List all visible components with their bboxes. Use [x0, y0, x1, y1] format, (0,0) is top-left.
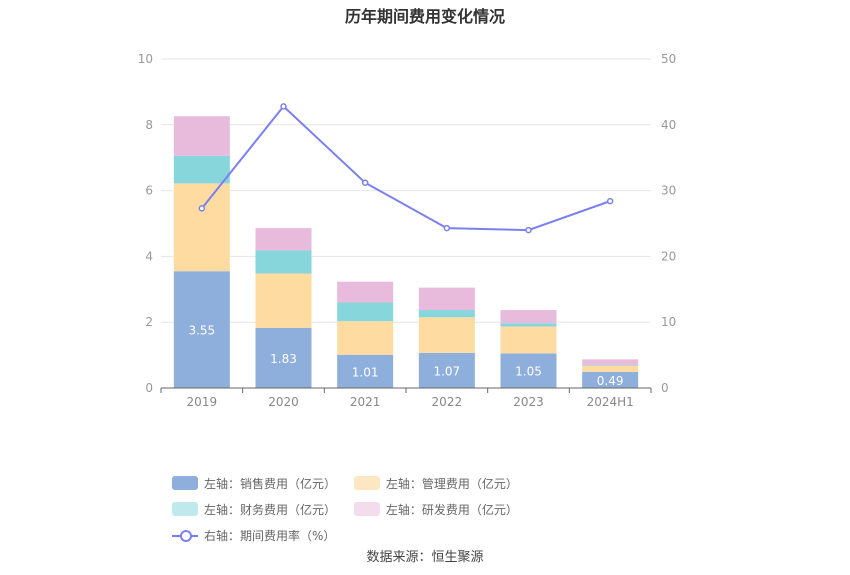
bar-segment[interactable]	[582, 364, 639, 366]
bar-segment[interactable]	[173, 271, 230, 388]
bar-data-label: 1.83	[270, 352, 297, 366]
legend-item-rd[interactable]: 左轴：研发费用（亿元）	[353, 496, 518, 522]
legend-label-sales: 左轴：销售费用（亿元）	[204, 476, 337, 491]
left-axis-tick-label: 8	[145, 118, 153, 132]
bar-segment[interactable]	[582, 371, 639, 388]
ratio-point[interactable]	[443, 224, 451, 232]
ratio-point[interactable]	[280, 103, 287, 110]
bar-data-label: 1.01	[352, 365, 379, 379]
bar-segment[interactable]	[418, 287, 475, 311]
legend-swatch-rd	[353, 502, 380, 516]
bar-segment[interactable]	[173, 183, 230, 272]
left-axis-tick-label: 6	[145, 184, 153, 198]
legend-line-marker-icon	[172, 528, 198, 542]
bar-segment[interactable]	[337, 354, 394, 388]
data-source: 数据来源：恒生聚源	[366, 550, 484, 565]
line-series	[198, 103, 614, 234]
bar-segment[interactable]	[173, 155, 230, 184]
left-axis-tick-label: 10	[138, 52, 153, 66]
bar-segment[interactable]	[173, 116, 230, 156]
bar-segment[interactable]	[500, 353, 557, 388]
bar-segment[interactable]	[337, 321, 394, 355]
legend-label-ratio: 右轴：期间费用率（%）	[204, 528, 336, 543]
x-axis: 2019 2020 2021 2022 2023 2024H1	[160, 387, 652, 409]
right-axis-tick-label: 10	[661, 315, 676, 329]
legend-label-finance: 左轴：财务费用（亿元）	[204, 502, 337, 517]
x-axis-tick-label: 2020	[268, 395, 299, 409]
legend-item-admin[interactable]: 左轴：管理费用（亿元）	[353, 470, 518, 496]
ratio-point[interactable]	[361, 179, 369, 186]
x-axis-tick-label: 2019	[187, 395, 218, 409]
legend-label-admin: 左轴：管理费用（亿元）	[385, 476, 518, 491]
chart-canvas: 0 2 4 6 8 10 0 10 20 30 40 50 2019 2020 2021 2022 2023…	[138, 52, 677, 409]
legend-item-ratio[interactable]: 右轴：期间费用率（%）	[172, 522, 335, 548]
left-axis-tick-label: 4	[145, 249, 153, 263]
bar-data-label: 1.07	[433, 364, 460, 378]
bar-segment[interactable]	[255, 327, 312, 388]
gridlines	[161, 58, 651, 323]
right-axis-ticks: 0 10 20 30 40 50	[661, 52, 676, 395]
x-axis-tick-label: 2021	[350, 395, 381, 409]
bar-segment[interactable]	[500, 323, 557, 327]
bar-segment[interactable]	[582, 365, 639, 372]
x-axis-tick-label: 2023	[513, 395, 544, 409]
right-axis-tick-label: 0	[661, 381, 669, 395]
bar-series	[173, 116, 639, 388]
legend-label-rd: 左轴：研发费用（亿元）	[385, 502, 518, 517]
left-axis-tick-label: 2	[145, 315, 153, 329]
left-axis-tick-label: 0	[145, 381, 153, 395]
bar-segment[interactable]	[255, 273, 312, 328]
legend-item-finance[interactable]: 左轴：财务费用（亿元）	[172, 496, 336, 522]
legend-swatch-admin	[353, 476, 380, 490]
bar-segment[interactable]	[255, 228, 312, 251]
x-axis-tick-label: 2022	[432, 395, 463, 409]
legend-item-sales[interactable]: 左轴：销售费用（亿元）	[172, 470, 336, 496]
bar-segment[interactable]	[418, 310, 475, 318]
bar-segment[interactable]	[500, 310, 557, 324]
chart-title: 历年期间费用变化情况	[344, 7, 505, 26]
x-axis-tick-label: 2024H1	[587, 395, 634, 409]
bar-data-label: 3.55	[188, 324, 215, 338]
left-axis-ticks: 0 2 4 6 8 10	[138, 52, 153, 395]
bar-segment[interactable]	[418, 352, 475, 388]
ratio-point[interactable]	[198, 205, 206, 212]
right-axis-tick-label: 30	[661, 184, 676, 198]
legend: 左轴：销售费用（亿元） 左轴：管理费用（亿元） 左轴：财务费用（亿元） 左轴：研…	[172, 470, 692, 548]
right-axis-tick-label: 40	[661, 118, 676, 132]
bar-segment[interactable]	[582, 359, 639, 365]
ratio-line	[201, 104, 611, 232]
ratio-point[interactable]	[606, 197, 614, 205]
bar-segment[interactable]	[255, 250, 312, 274]
bar-segment[interactable]	[500, 326, 557, 354]
right-axis-tick-label: 50	[661, 52, 676, 66]
bar-segment[interactable]	[418, 317, 475, 353]
right-axis-tick-label: 20	[661, 249, 676, 263]
legend-swatch-finance	[172, 502, 198, 516]
bar-data-label: 1.05	[515, 365, 542, 379]
bar-segment[interactable]	[337, 302, 394, 322]
legend-swatch-sales	[172, 476, 198, 490]
ratio-point[interactable]	[525, 226, 532, 234]
bar-segment[interactable]	[337, 281, 394, 303]
data-labels: 3.55 1.83 1.01 1.07 1.05 0.49	[188, 324, 623, 388]
bar-data-label: 0.49	[597, 374, 624, 388]
